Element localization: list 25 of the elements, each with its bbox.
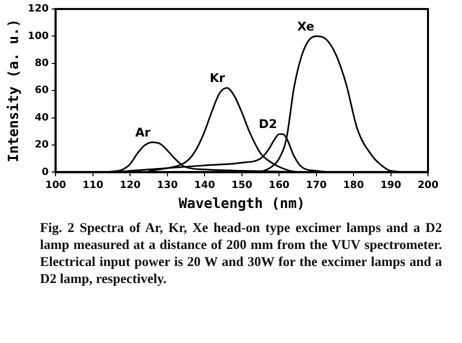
y-tick-label: 120 xyxy=(28,4,49,15)
x-tick-label: 200 xyxy=(418,180,438,191)
x-tick-label: 120 xyxy=(120,180,141,191)
x-tick-label: 110 xyxy=(82,180,104,191)
x-tick-label: 150 xyxy=(231,180,252,191)
series-label: D2 xyxy=(258,117,278,132)
y-tick-label: 40 xyxy=(34,112,49,124)
x-tick-label: 180 xyxy=(343,180,364,191)
x-tick-label: 170 xyxy=(306,180,327,191)
y-tick-label: 80 xyxy=(34,58,49,69)
series-label: Ar xyxy=(135,125,151,140)
y-tick-label: 0 xyxy=(42,166,49,178)
y-tick-label: 100 xyxy=(28,30,49,42)
y-axis-title: Intensity (a. u.) xyxy=(6,18,22,162)
x-tick-label: 100 xyxy=(45,180,66,191)
x-tick-label: 130 xyxy=(156,180,178,191)
y-tick-label: 60 xyxy=(34,85,49,96)
x-tick-label: 140 xyxy=(194,180,216,191)
x-tick-label: 160 xyxy=(268,180,290,191)
series-label: Xe xyxy=(297,19,314,34)
y-tick-label: 20 xyxy=(34,140,49,151)
caption: Fig. 2 Spectra of Ar, Kr, Xe head-on type excimer lamps and a D2 lamp measured at a distance of 200 mm from the VUV spectrometer. Electrical input power is 20 W and 30W for the excimer lamps and a D2 lamp, respectively. xyxy=(40,219,442,287)
x-axis-title: Wavelength (nm) xyxy=(178,196,306,212)
series-label: Kr xyxy=(210,71,226,86)
x-tick-label: 190 xyxy=(380,180,402,191)
